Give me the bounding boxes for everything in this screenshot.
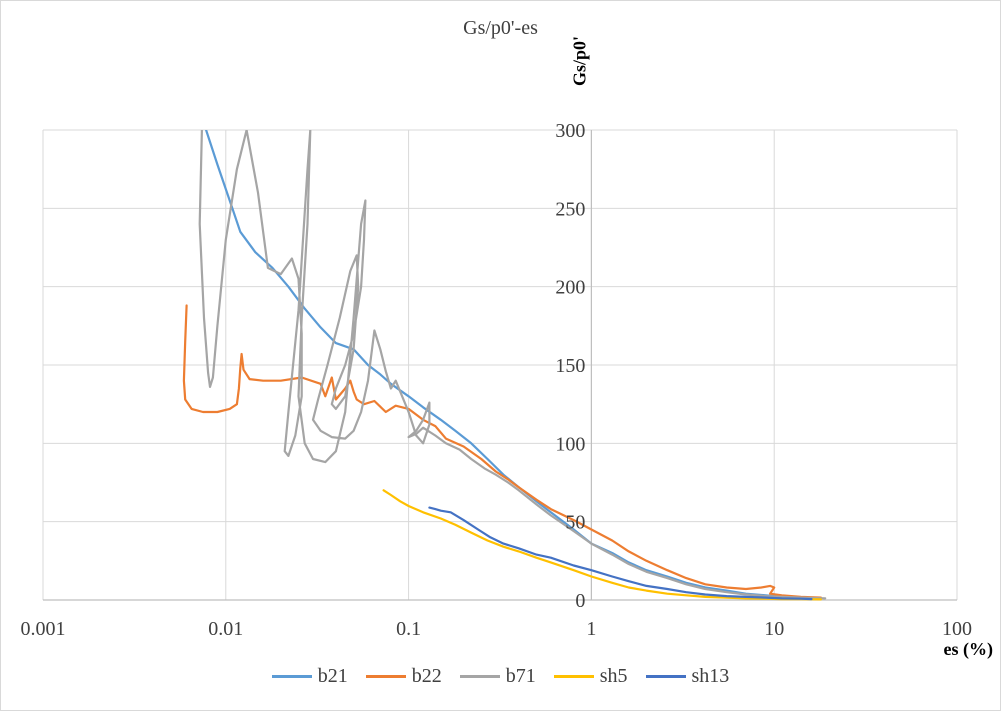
legend-swatch: [271, 675, 312, 678]
series-line-sh13: [428, 506, 813, 601]
series-line-sh5: [382, 489, 823, 601]
legend-swatch: [645, 675, 686, 678]
series-line-b21: [205, 130, 823, 600]
legend-label: b22: [411, 665, 442, 687]
x-axis-title: es (%): [943, 639, 993, 659]
legend-label: sh5: [599, 665, 628, 687]
x-tick-label: 0.01: [208, 618, 243, 640]
legend-item-b22: b22: [365, 665, 442, 688]
legend-label: sh13: [691, 665, 730, 687]
y-tick-label: 300: [555, 120, 585, 142]
series-line-b71: [198, 130, 827, 600]
legend-label: b21: [317, 665, 348, 687]
legend-item-sh5: sh5: [553, 665, 628, 688]
legend-item-b71: b71: [459, 665, 536, 688]
y-tick-label: 100: [555, 433, 585, 455]
series-layer: [182, 130, 827, 601]
x-tick-label: 10: [764, 618, 784, 640]
label-layer: 0 50 100 150 200 250 300 0.001 0.01 0.1 1 10 100: [21, 120, 973, 640]
y-tick-label: 150: [555, 355, 585, 377]
legend-item-sh13: sh13: [645, 665, 730, 688]
x-tick-label: 1: [586, 618, 596, 640]
legend-swatch: [365, 675, 406, 678]
x-tick-label: 100: [942, 618, 972, 640]
x-tick-label: 0.1: [396, 618, 421, 640]
x-tick-label: 0.001: [21, 618, 66, 640]
y-tick-label: 250: [555, 198, 585, 220]
grid-layer: [42, 129, 958, 600]
y-tick-label: 200: [555, 277, 585, 299]
legend-label: b71: [505, 665, 536, 687]
legend-swatch: [459, 675, 500, 678]
legend: b21 b22 b71 sh5 sh13: [1, 665, 1000, 688]
y-tick-label: 0: [575, 590, 585, 612]
legend-swatch: [553, 675, 594, 678]
chart-title: Gs/p0'-es: [463, 17, 538, 39]
y-tick-label: 50: [565, 512, 585, 534]
series-line-b22: [182, 304, 823, 599]
legend-item-b21: b21: [271, 665, 348, 688]
